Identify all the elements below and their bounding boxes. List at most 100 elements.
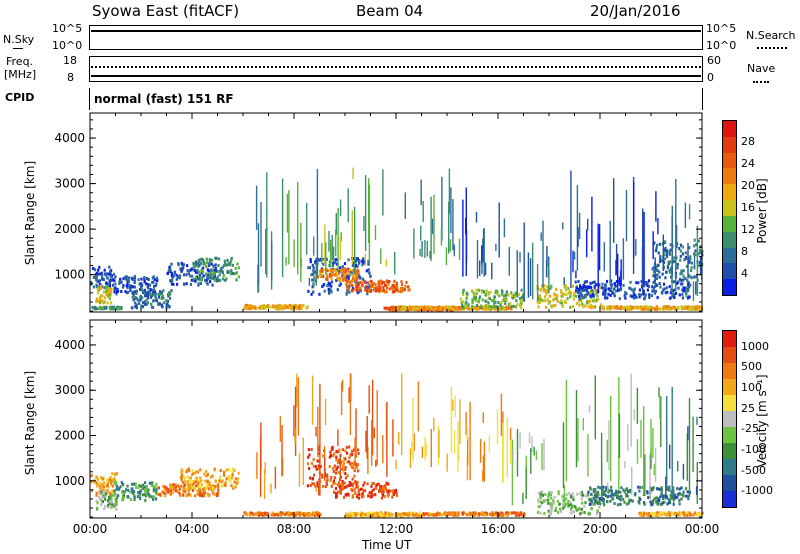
scatter-cell — [141, 487, 144, 491]
scatter-cell — [328, 264, 331, 268]
scatter-cell — [381, 493, 385, 497]
scatter-cell — [235, 278, 238, 282]
scatter-cell — [343, 262, 347, 266]
scatter-cell — [628, 286, 631, 290]
scatter-cell — [677, 280, 680, 284]
scatter-cell — [169, 484, 172, 488]
scatter-cell — [226, 263, 229, 267]
scatter-cell — [592, 294, 595, 298]
scatter-cell — [687, 307, 690, 311]
scatter-cell — [596, 490, 600, 494]
scatter-cell — [122, 482, 125, 486]
scatter-cell — [664, 276, 667, 280]
scatter-streak — [465, 217, 467, 235]
scatter-cell — [554, 508, 557, 512]
scatter-cell — [361, 284, 364, 288]
scatter-cell — [224, 481, 227, 485]
scatter-cell — [346, 474, 349, 478]
scatter-streak — [686, 433, 688, 481]
colorbar-tick-label: 25 — [741, 401, 755, 415]
scatter-cell — [552, 499, 555, 503]
scatter-cell — [334, 271, 337, 275]
scatter-cell — [312, 464, 315, 468]
scatter-streak — [394, 251, 396, 275]
scatter-cell — [205, 261, 208, 265]
freq-trace — [91, 75, 701, 77]
scatter-cell — [631, 499, 634, 503]
scatter-cell — [339, 277, 342, 281]
scatter-cell — [450, 307, 453, 311]
scatter-cell — [366, 285, 369, 289]
scatter-cell — [386, 514, 389, 518]
scatter-cell — [364, 286, 367, 290]
scatter-cell — [102, 494, 105, 498]
scatter-cell — [542, 289, 545, 293]
scatter-cell — [203, 492, 206, 496]
y-tick-label: 1000 — [54, 474, 85, 488]
colorbar-tick-label: 8 — [741, 245, 748, 258]
scatter-cell — [589, 291, 592, 295]
scatter-cell — [348, 270, 351, 274]
scatter-cell — [377, 284, 380, 288]
scatter-cell — [619, 498, 622, 502]
scatter-cell — [115, 496, 118, 500]
scatter-cell — [598, 506, 601, 509]
scatter-cell — [300, 307, 303, 310]
scatter-cell — [257, 513, 260, 517]
scatter-cell — [205, 257, 208, 261]
scatter-cell — [659, 285, 662, 289]
scatter-cell — [659, 260, 662, 264]
scatter-cell — [377, 482, 380, 486]
y-tick-label: 4000 — [54, 131, 85, 145]
scatter-cell — [293, 304, 296, 308]
scatter-streak — [382, 435, 384, 464]
scatter-cell — [462, 288, 465, 292]
scatter-cell — [152, 299, 155, 303]
scatter-cell — [182, 481, 185, 484]
velocity-colorbar — [722, 330, 737, 508]
scatter-cell — [149, 292, 152, 296]
scatter-cell — [447, 306, 450, 310]
scatter-cell — [179, 493, 182, 497]
scatter-cell — [611, 291, 614, 295]
scatter-cell — [336, 465, 339, 469]
scatter-streak — [529, 258, 532, 296]
scatter-cell — [287, 513, 290, 517]
scatter-streak — [382, 169, 384, 216]
scatter-cell — [157, 302, 160, 306]
scatter-cell — [561, 291, 564, 295]
scatter-cell — [110, 484, 113, 488]
scatter-streak — [422, 201, 424, 222]
scatter-cell — [110, 278, 113, 282]
scatter-streak — [419, 248, 421, 257]
scatter-cell — [517, 513, 521, 517]
scatter-cell — [362, 257, 365, 261]
scatter-cell — [654, 512, 657, 516]
scatter-cell — [556, 299, 559, 303]
scatter-streak — [652, 428, 654, 458]
scatter-cell — [586, 285, 589, 289]
scatter-streak — [317, 406, 319, 458]
scatter-cell — [348, 456, 351, 460]
scatter-cell — [156, 279, 159, 282]
scatter-cell — [341, 448, 344, 452]
scatter-cell — [684, 251, 687, 255]
scatter-cell — [349, 482, 352, 486]
scatter-cell — [185, 470, 188, 474]
scatter-cell — [335, 278, 338, 282]
scatter-cell — [679, 492, 682, 496]
scatter-cell — [203, 490, 206, 494]
scatter-cell — [205, 280, 208, 284]
scatter-cell — [618, 495, 621, 499]
scatter-cell — [482, 305, 485, 309]
scatter-cell — [642, 292, 645, 296]
scatter-cell — [569, 290, 572, 294]
scatter-cell — [472, 511, 475, 515]
scatter-cell — [598, 500, 601, 504]
scatter-cell — [582, 283, 585, 287]
scatter-cell — [662, 282, 666, 286]
scatter-streak — [613, 178, 615, 243]
scatter-cell — [248, 513, 252, 517]
scatter-cell — [355, 268, 359, 272]
scatter-cell — [428, 512, 431, 516]
